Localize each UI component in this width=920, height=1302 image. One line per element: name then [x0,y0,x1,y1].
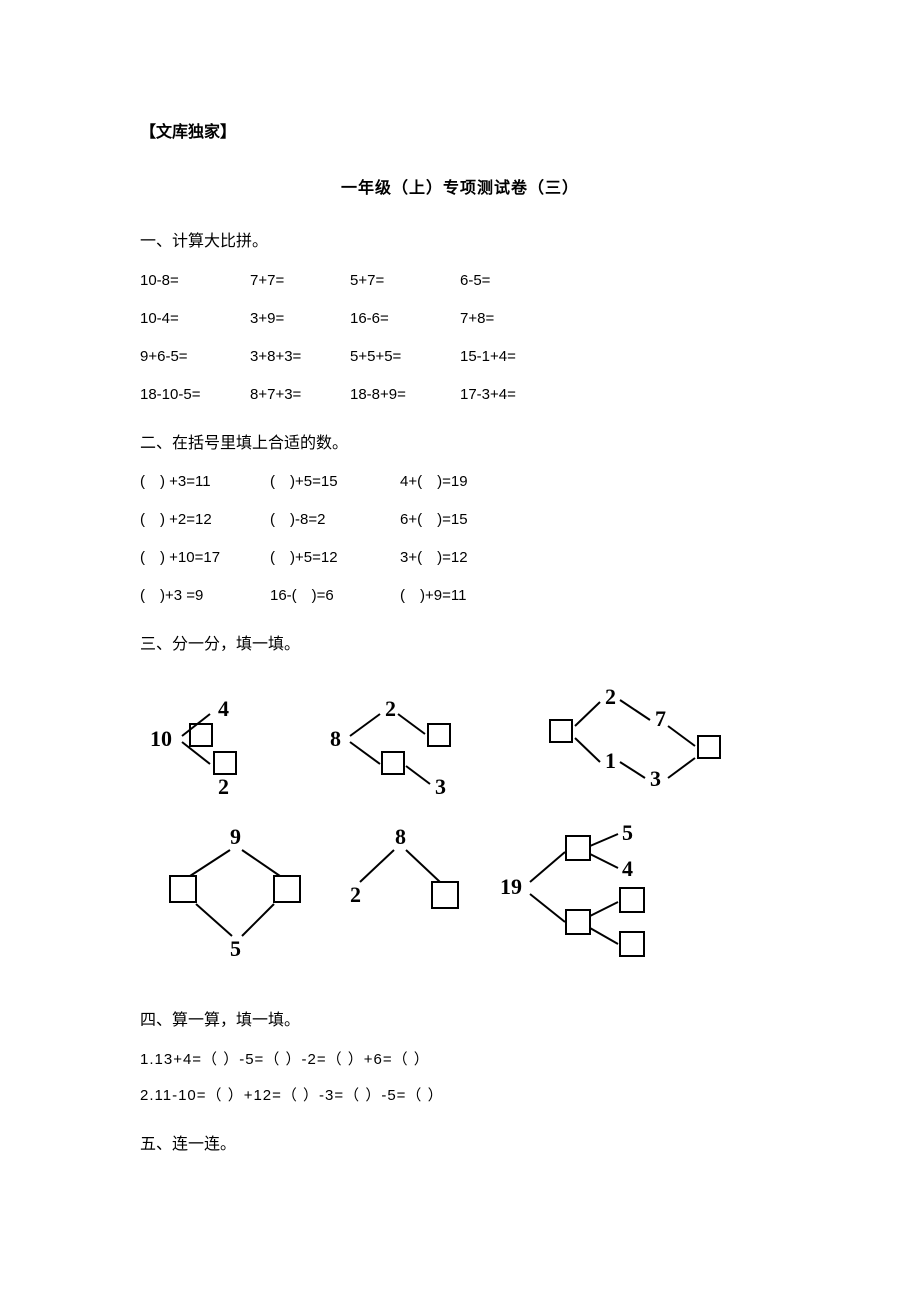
calc-cell: 7+7= [250,269,350,293]
split-diagrams-bottom: 9 5 8 2 [140,824,760,984]
d3-2: 2 [605,684,616,709]
calc-cell: 8+7+3= [250,383,350,407]
calc-cell: ( )-8=2 [270,508,400,532]
section4-head: 四、算一算，填一填。 [140,1008,780,1034]
d3-3: 3 [650,766,661,791]
calc-cell: ( )+3 =9 [140,584,270,608]
calc-cell: 5+5+5= [350,345,460,369]
d2-bot: 3 [435,774,446,799]
calc-cell: 3+9= [250,307,350,331]
box-icon [432,882,458,908]
calc-cell: ( ) +3=11 [140,470,270,494]
calc-cell: 10-4= [140,307,250,331]
calc-cell: ( ) +2=12 [140,508,270,532]
d6-4: 4 [622,856,633,881]
box-icon [428,724,450,746]
calc-cell: ( )+5=15 [270,470,400,494]
calc-cell: 4+( )=19 [400,470,530,494]
calc-cell: 18-8+9= [350,383,460,407]
box-icon [550,720,572,742]
d1-bot: 2 [218,774,229,799]
d5-left: 2 [350,882,361,907]
calc-cell: 10-8= [140,269,250,293]
diagrams-row2: 9 5 8 2 [140,824,780,984]
doc-tag: 【文库独家】 [140,120,780,146]
section2-head: 二、在括号里填上合适的数。 [140,431,780,457]
d2-top: 2 [385,696,396,721]
box-icon [620,888,644,912]
box-icon [274,876,300,902]
d6-root: 19 [500,874,522,899]
calc-cell: 6+( )=15 [400,508,530,532]
d5-top: 8 [395,824,406,849]
calc-cell: 9+6-5= [140,345,250,369]
calc-cell: 5+7= [350,269,460,293]
calc-cell: 15-1+4= [460,345,580,369]
d4-top: 9 [230,824,241,849]
doc-title: 一年级（上）专项测试卷（三） [140,176,780,202]
d2-root: 8 [330,726,341,751]
d3-7: 7 [655,706,666,731]
calc-row: ( ) +2=12 ( )-8=2 6+( )=15 [140,508,780,532]
calc-cell: ( )+5=12 [270,546,400,570]
d1-root: 10 [150,726,172,751]
d1-top: 4 [218,696,229,721]
d4-merge: 5 [230,936,241,961]
calc-row: 10-8= 7+7= 5+7= 6-5= [140,269,780,293]
calc-row: ( ) +3=11 ( )+5=15 4+( )=19 [140,470,780,494]
box-icon [566,910,590,934]
calc-cell: 17-3+4= [460,383,580,407]
calc-row: ( ) +10=17 ( )+5=12 3+( )=12 [140,546,780,570]
calc-cell: ( ) +10=17 [140,546,270,570]
section4-line1: 1.13+4=（ ）-5=（ ）-2=（ ）+6=（ ） [140,1048,780,1072]
box-icon [382,752,404,774]
box-icon [214,752,236,774]
calc-cell: ( )+9=11 [400,584,530,608]
calc-row: 18-10-5= 8+7+3= 18-8+9= 17-3+4= [140,383,780,407]
calc-row: 10-4= 3+9= 16-6= 7+8= [140,307,780,331]
calc-cell: 7+8= [460,307,580,331]
section4-line2: 2.11-10=（ ）+12=（ ）-3=（ ）-5=（ ） [140,1084,780,1108]
box-icon [170,876,196,902]
calc-cell: 3+( )=12 [400,546,530,570]
calc-cell: 6-5= [460,269,580,293]
calc-cell: 16-( )=6 [270,584,400,608]
d3-1: 1 [605,748,616,773]
section1-head: 一、计算大比拼。 [140,229,780,255]
diagrams-row1: 10 4 2 8 2 [140,676,780,806]
calc-row: 9+6-5= 3+8+3= 5+5+5= 15-1+4= [140,345,780,369]
calc-cell: 18-10-5= [140,383,250,407]
calc-row: ( )+3 =9 16-( )=6 ( )+9=11 [140,584,780,608]
calc-cell: 16-6= [350,307,460,331]
section5-head: 五、连一连。 [140,1132,780,1158]
section3-head: 三、分一分，填一填。 [140,632,780,658]
split-diagrams-top: 10 4 2 8 2 [140,676,760,806]
calc-cell: 3+8+3= [250,345,350,369]
box-icon [566,836,590,860]
box-icon [620,932,644,956]
d6-5: 5 [622,824,633,845]
box-icon [698,736,720,758]
section2-rows: ( ) +3=11 ( )+5=15 4+( )=19 ( ) +2=12 ( … [140,470,780,608]
section1-rows: 10-8= 7+7= 5+7= 6-5= 10-4= 3+9= 16-6= 7+… [140,269,780,407]
